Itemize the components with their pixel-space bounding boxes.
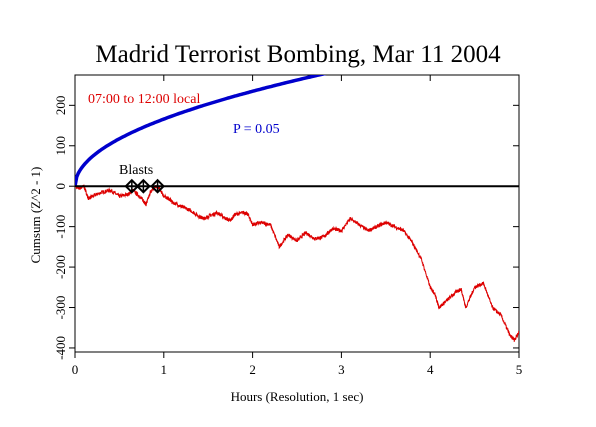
plot-frame (74, 74, 520, 353)
y-tick-label: -400 (53, 336, 68, 360)
series-legend-label: 07:00 to 12:00 local (88, 92, 200, 107)
x-tick-label: 4 (427, 362, 434, 377)
chart-title: Madrid Terrorist Bombing, Mar 11 2004 (95, 41, 501, 68)
series-line-cumsum (75, 184, 519, 342)
series-line-p05 (75, 75, 327, 187)
y-tick-label: 200 (53, 96, 68, 116)
x-tick-label: 0 (72, 362, 79, 377)
y-tick-label: -200 (53, 255, 68, 279)
x-tick-label: 2 (249, 362, 256, 377)
y-tick-label: -300 (53, 296, 68, 320)
x-axis-title: Hours (Resolution, 1 sec) (231, 389, 364, 404)
y-axis-title: Cumsum (Z^2 - 1) (28, 167, 43, 264)
plot-area (74, 74, 520, 353)
blasts-label: Blasts (119, 163, 153, 178)
y-tick-label: -100 (53, 215, 68, 239)
y-tick-label: 100 (53, 136, 68, 156)
y-tick-label: 0 (53, 183, 68, 190)
x-tick-label: 1 (161, 362, 168, 377)
x-tick-label: 5 (516, 362, 523, 377)
x-tick-label: 3 (338, 362, 345, 377)
p-value-label: P = 0.05 (233, 122, 280, 137)
